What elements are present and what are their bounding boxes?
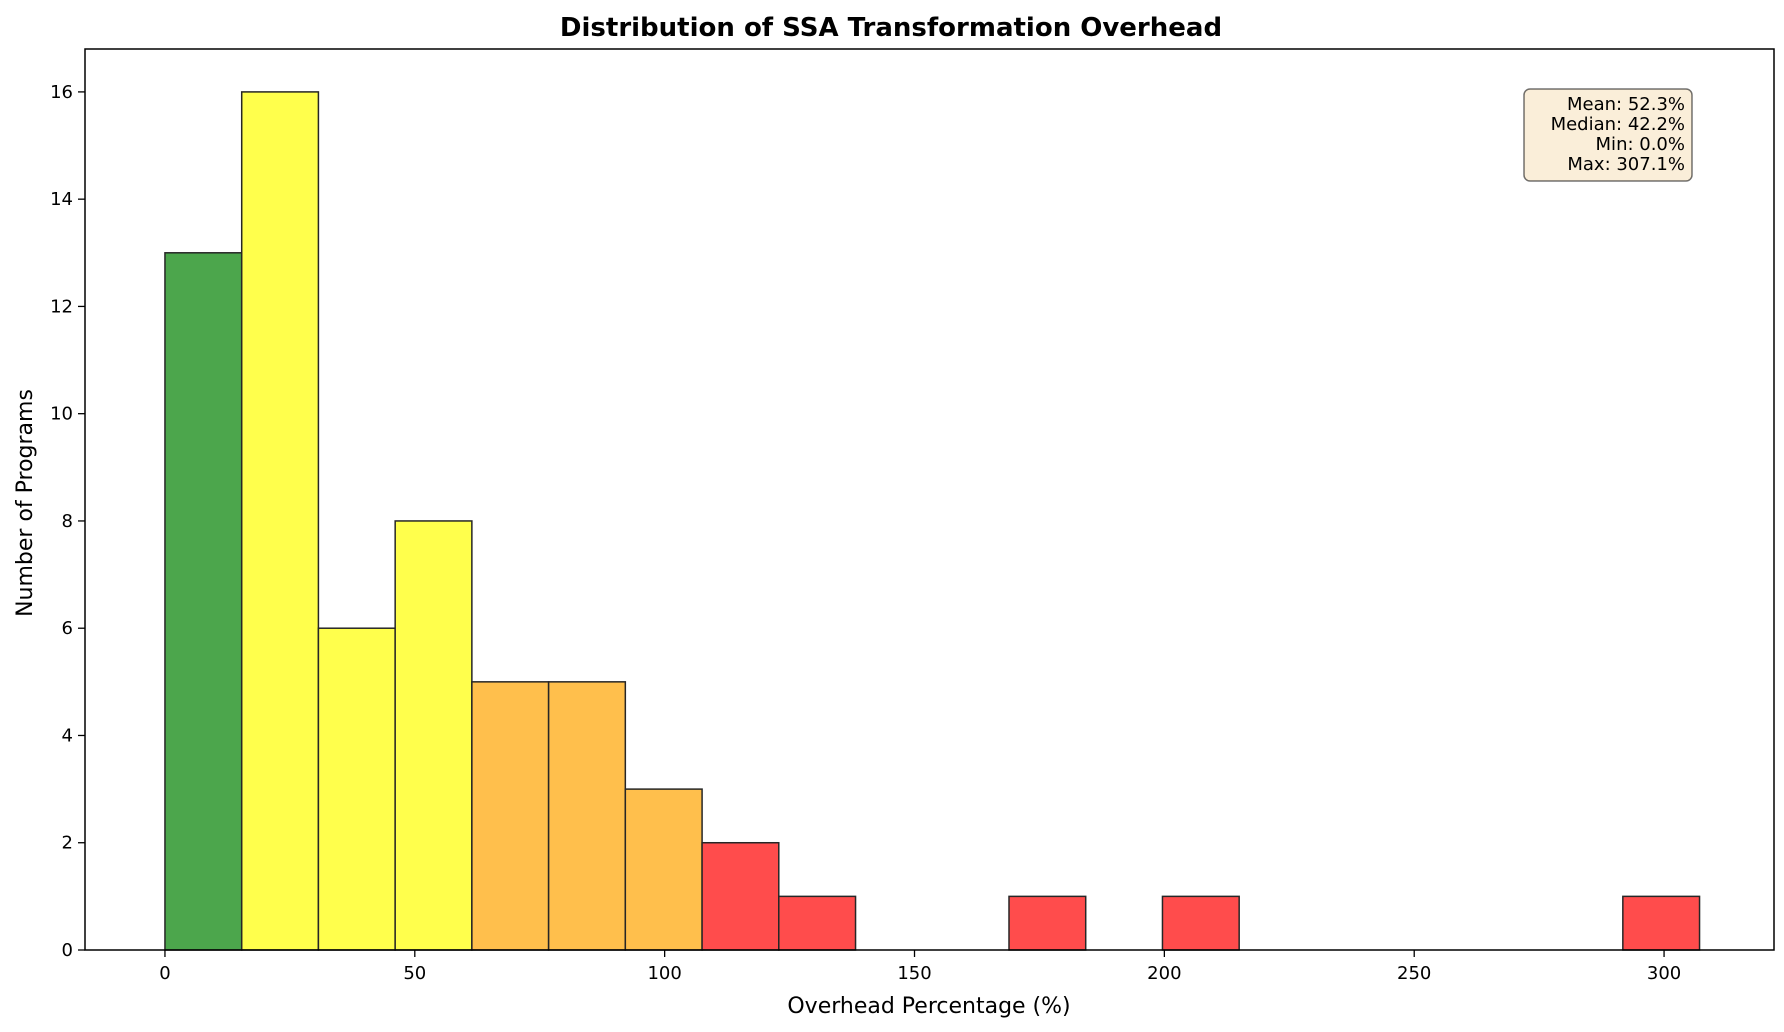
y-tick-label: 16 [50, 82, 73, 103]
histogram-bar [471, 681, 550, 951]
y-tick-label: 6 [62, 618, 73, 639]
histogram-bar [1622, 895, 1701, 951]
y-tick-label: 12 [50, 296, 73, 317]
x-tick-label: 150 [897, 963, 931, 984]
stats-box: Mean: 52.3%Median: 42.2%Min: 0.0%Max: 30… [1523, 88, 1693, 182]
y-tick-label: 10 [50, 404, 73, 425]
y-axis-label: Number of Programs [13, 389, 38, 617]
x-axis-label: Overhead Percentage (%) [787, 994, 1070, 1019]
histogram-bar [1161, 895, 1240, 951]
x-tick-label: 100 [647, 963, 681, 984]
stats-line: Max: 307.1% [1567, 154, 1685, 175]
x-tick-label: 200 [1147, 963, 1181, 984]
axes-layer: 0 50 100 150 200 250 300 0 2 4 6 8 10 12 14 16 [50, 48, 1775, 984]
y-tick-label: 2 [62, 833, 73, 854]
histogram-bar [1008, 895, 1087, 951]
y-tick-label: 8 [62, 511, 73, 532]
x-tick-label: 300 [1647, 963, 1681, 984]
histogram-bar [701, 841, 780, 951]
x-tick-label: 0 [159, 963, 170, 984]
y-tick-label: 4 [62, 725, 73, 746]
histogram-bar [317, 627, 396, 951]
plot-frame [84, 48, 1775, 951]
histogram-bar [394, 520, 473, 951]
histogram-bar [240, 91, 320, 951]
x-tick-label: 250 [1397, 963, 1431, 984]
stats-line: Min: 0.0% [1596, 134, 1685, 155]
x-tick-label: 50 [403, 963, 426, 984]
chart-title: Distribution of SSA Transformation Overh… [560, 13, 1222, 43]
histogram-bar [778, 895, 857, 951]
stats-line: Mean: 52.3% [1567, 94, 1685, 115]
histogram-bar [624, 788, 703, 951]
y-tick-label: 0 [62, 940, 73, 961]
bars-layer [164, 91, 1701, 951]
stats-line: Median: 42.2% [1551, 114, 1685, 135]
histogram-bar [164, 252, 243, 951]
y-tick-label: 14 [50, 189, 73, 210]
stats-box-background [1523, 88, 1693, 182]
histogram-bar [547, 681, 627, 951]
